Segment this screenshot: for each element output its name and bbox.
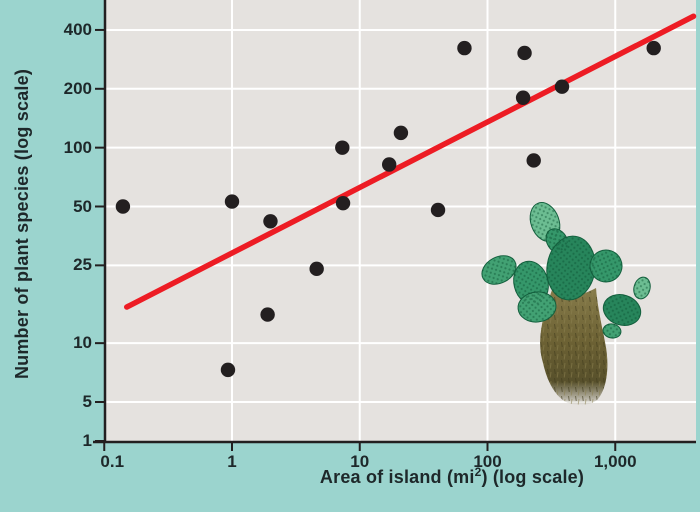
data-point (335, 195, 351, 211)
data-point (554, 79, 570, 94)
data-point (224, 194, 240, 209)
data-points (115, 40, 661, 378)
x-tick-label-0.1: 0.1 (100, 452, 125, 471)
y-tick-label-100: 100 (63, 137, 92, 157)
x-tick-label-10: 10 (350, 452, 370, 471)
cactus-illustration (481, 202, 651, 406)
cactus-pads-texture (481, 202, 651, 339)
data-point (646, 40, 661, 56)
y-tick-label-25: 25 (73, 255, 92, 275)
x-tick-label-100: 100 (473, 452, 502, 471)
data-point (430, 202, 446, 218)
y-tick-label-50: 50 (73, 196, 92, 216)
cactus-trunk-texture (540, 288, 608, 406)
data-point (517, 45, 532, 61)
y-tick-label-1: 1 (82, 431, 92, 450)
x-tick-label-1: 1 (227, 452, 237, 471)
x-axis-title: Area of island (mi2) (log scale) (252, 465, 652, 488)
data-point (309, 261, 324, 277)
y-tick-label-400: 400 (63, 19, 92, 39)
trend-line (123, 13, 697, 310)
y-axis-title: Number of plant species (log scale) (12, 68, 32, 380)
data-point (335, 140, 350, 155)
data-point (526, 153, 541, 168)
data-point (260, 307, 275, 322)
data-point (515, 90, 531, 105)
x-axis-title-superscript: 2 (474, 465, 482, 479)
tick-marks (95, 28, 617, 451)
axes (93, 0, 696, 444)
y-tick-label-10: 10 (73, 333, 92, 353)
x-axis-title-text: Area of island (mi (319, 467, 475, 487)
data-point (393, 125, 409, 141)
data-point (381, 157, 397, 172)
plot-area (106, 0, 696, 442)
y-tick-label-200: 200 (63, 78, 92, 98)
y-tick-label-5: 5 (82, 392, 92, 411)
data-point (220, 362, 236, 378)
data-point (263, 214, 278, 229)
x-axis-title-text-2: ) (log scale) (481, 467, 585, 487)
data-point (115, 199, 131, 214)
data-point (457, 40, 472, 56)
x-tick-label-1,000: 1,000 (593, 452, 637, 471)
